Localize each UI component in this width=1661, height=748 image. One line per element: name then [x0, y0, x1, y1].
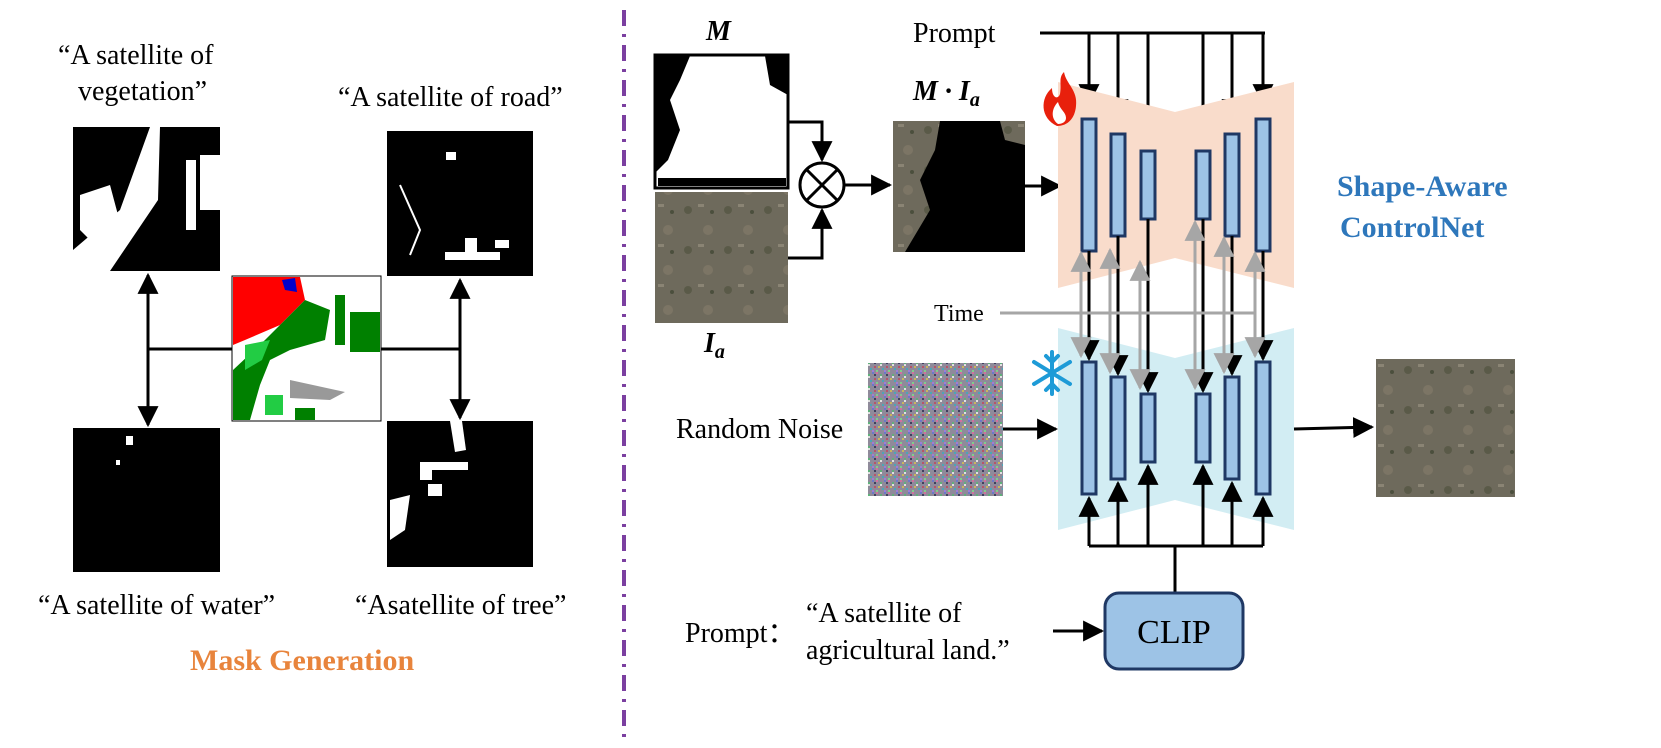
masked-image-label: M · Ia	[912, 76, 980, 111]
unet-block-3	[1139, 392, 1157, 464]
output-satellite-image	[1376, 359, 1515, 497]
prompt-bottom-label: Prompt：	[685, 618, 795, 649]
unet-blocks	[1080, 360, 1272, 496]
vegetation-mask-image	[73, 127, 220, 271]
prompt-tree: “Asatellite of tree”	[355, 590, 566, 621]
mask-m-image	[653, 53, 790, 190]
unet-block-2	[1109, 375, 1127, 481]
road-mask-image	[387, 131, 533, 276]
unet-to-output-arrow	[1293, 416, 1375, 438]
controlnet-block-2	[1109, 132, 1127, 238]
masked-image	[893, 121, 1025, 252]
controlnet-panel: M Ia M · Ia Prompt	[653, 16, 1515, 671]
snowflake-icon	[1032, 350, 1072, 396]
mask-generation-title: Mask Generation	[190, 644, 414, 677]
mask-connectors	[137, 272, 471, 428]
unet-block-6	[1254, 360, 1272, 496]
unet-block-1	[1080, 360, 1098, 496]
tree-mask-image	[387, 421, 533, 567]
unet-block-5	[1223, 375, 1241, 481]
controlnet-blocks	[1080, 117, 1272, 253]
controlnet-block-3	[1139, 149, 1157, 221]
controlnet-title-line2: ControlNet	[1340, 211, 1484, 244]
fire-icon	[1043, 72, 1077, 126]
controlnet-block-1	[1080, 117, 1098, 253]
prompt-text-line1: “A satellite of	[806, 598, 962, 629]
mask-generation-panel: “A satellite of vegetation” “A satellite…	[38, 40, 566, 677]
water-mask-image	[73, 428, 220, 572]
mask-label: M	[705, 16, 732, 47]
multiply-connectors	[788, 120, 893, 260]
multiply-icon	[798, 161, 846, 209]
clip-encoder-box: CLIP	[1103, 591, 1245, 671]
image-ia-label: Ia	[703, 328, 725, 363]
unet-block-4	[1194, 392, 1212, 464]
clip-label: CLIP	[1137, 614, 1211, 651]
controlnet-block-6	[1254, 117, 1272, 253]
time-label: Time	[934, 301, 984, 327]
prompt-road: “A satellite of road”	[338, 82, 563, 113]
time-arrows	[1000, 219, 1266, 391]
prompt-text-line2: agricultural land.”	[806, 635, 1010, 666]
prompt-vegetation-line2: vegetation”	[78, 76, 207, 107]
prompt-top-label: Prompt	[913, 18, 996, 49]
controlnet-block-5	[1223, 132, 1241, 238]
prompt-water: “A satellite of water”	[38, 590, 275, 621]
satellite-image-ia	[655, 192, 788, 323]
controlnet-block-4	[1194, 149, 1212, 221]
clip-to-unet-arrows	[1078, 463, 1274, 592]
prompt-vegetation-line1: “A satellite of	[58, 40, 214, 71]
random-noise-label: Random Noise	[676, 414, 843, 445]
segmentation-map-image	[231, 275, 382, 422]
controlnet-title-line1: Shape-Aware	[1337, 170, 1508, 203]
random-noise-image	[868, 363, 1003, 496]
